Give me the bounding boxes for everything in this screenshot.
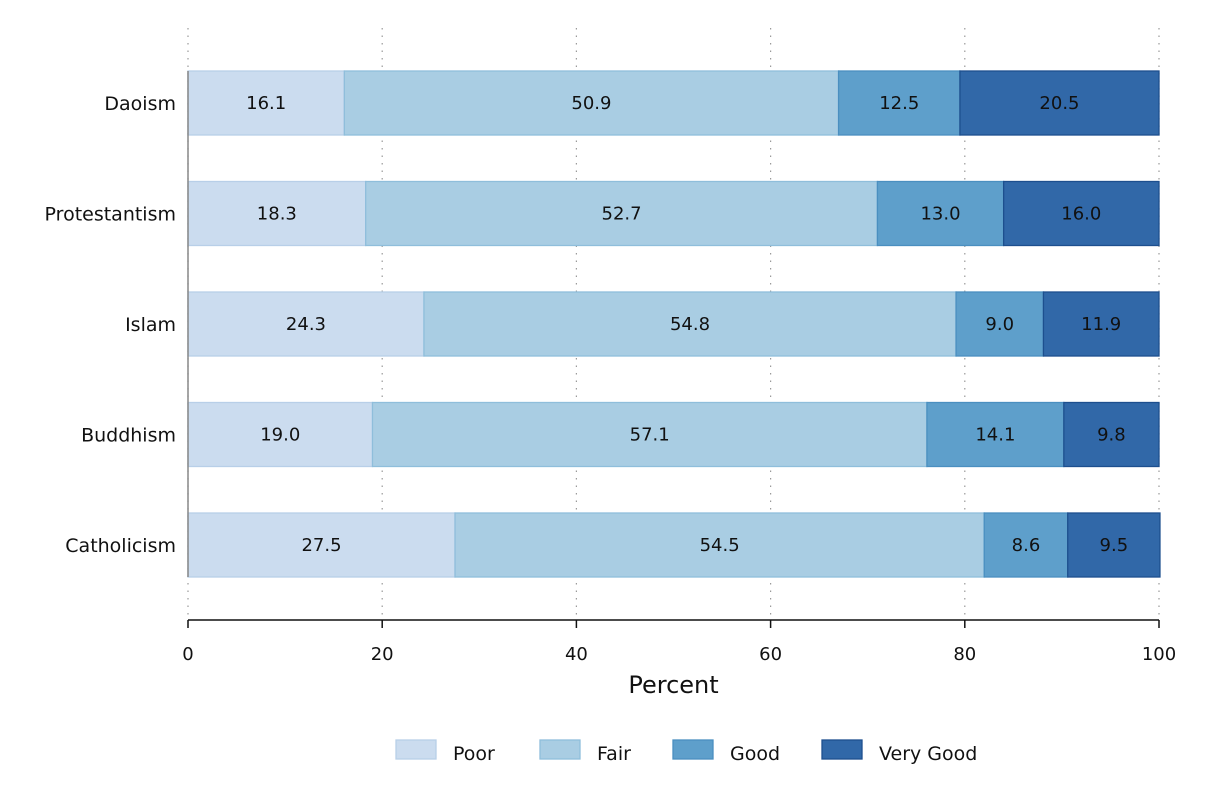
bar-protestantism-fair — [365, 180, 879, 247]
bar-buddhism-good — [926, 401, 1065, 468]
x-tick-label-80: 80 — [953, 644, 976, 665]
legend-label-very-good: Very Good — [879, 743, 977, 765]
bars: 16.1 50.9 12.5 20.5 18.3 52.7 13.0 16.0 24.3 54.8… — [187, 70, 1161, 578]
category-label-protestantism: Protestantism — [45, 204, 176, 226]
bar-protestantism-good — [876, 180, 1005, 247]
bar-islam-fair — [423, 291, 957, 357]
legend-item-good: Good — [672, 739, 780, 765]
data-label-daoism-very-good: 20.5 — [1039, 93, 1079, 114]
bar-row-islam: 24.3 54.8 9.0 11.9 — [187, 291, 1160, 357]
legend-swatch-poor — [395, 739, 437, 760]
legend-label-poor: Poor — [453, 743, 495, 765]
bar-row-protestantism: 18.3 52.7 13.0 16.0 — [187, 180, 1160, 247]
bar-buddhism-fair — [371, 401, 928, 468]
category-label-catholicism: Catholicism — [65, 535, 176, 557]
data-label-islam-good: 9.0 — [985, 314, 1014, 335]
bar-islam-poor — [187, 291, 425, 357]
legend-item-poor: Poor — [395, 739, 495, 765]
category-label-buddhism: Buddhism — [81, 425, 176, 447]
data-label-catholicism-fair: 54.5 — [700, 535, 740, 556]
category-label-islam: Islam — [125, 314, 176, 336]
x-axis-title: Percent — [628, 671, 718, 699]
data-label-protestantism-poor: 18.3 — [257, 204, 297, 225]
axes: Daoism Protestantism Islam Buddhism Catholic… — [45, 71, 1176, 665]
legend-label-fair: Fair — [597, 743, 631, 765]
bar-islam-good — [955, 291, 1045, 357]
data-label-daoism-fair: 50.9 — [571, 93, 611, 114]
legend-swatch-very-good — [821, 739, 863, 760]
data-label-buddhism-very-good: 9.8 — [1097, 425, 1126, 446]
x-tick-label-20: 20 — [371, 644, 394, 665]
data-label-daoism-poor: 16.1 — [246, 93, 286, 114]
legend: Poor Fair Good Very Good — [395, 739, 977, 765]
bar-protestantism-very-good — [1002, 180, 1160, 247]
data-label-buddhism-poor: 19.0 — [260, 425, 300, 446]
data-label-buddhism-fair: 57.1 — [630, 425, 670, 446]
data-label-protestantism-fair: 52.7 — [602, 204, 642, 225]
legend-swatch-good — [672, 739, 714, 760]
bar-islam-very-good — [1042, 291, 1160, 357]
bar-row-daoism: 16.1 50.9 12.5 20.5 — [187, 70, 1160, 136]
x-tick-label-0: 0 — [182, 644, 193, 665]
bar-daoism-good — [837, 70, 961, 136]
legend-swatch-fair — [539, 739, 581, 760]
data-label-islam-fair: 54.8 — [670, 314, 710, 335]
data-label-protestantism-very-good: 16.0 — [1061, 204, 1101, 225]
data-label-catholicism-poor: 27.5 — [301, 535, 341, 556]
bar-buddhism-poor — [187, 401, 374, 468]
bar-catholicism-very-good — [1067, 512, 1161, 578]
bar-row-buddhism: 19.0 57.1 14.1 9.8 — [187, 401, 1160, 468]
bar-daoism-fair — [343, 70, 840, 136]
data-label-islam-poor: 24.3 — [286, 314, 326, 335]
bar-daoism-very-good — [959, 70, 1160, 136]
data-label-daoism-good: 12.5 — [879, 93, 919, 114]
legend-item-very-good: Very Good — [821, 739, 977, 765]
x-tick-label-40: 40 — [565, 644, 588, 665]
data-label-catholicism-good: 8.6 — [1012, 535, 1041, 556]
data-label-buddhism-good: 14.1 — [975, 425, 1015, 446]
legend-item-fair: Fair — [539, 739, 631, 765]
bar-buddhism-very-good — [1063, 401, 1160, 468]
bar-row-catholicism: 27.5 54.5 8.6 9.5 — [187, 512, 1161, 578]
data-label-catholicism-very-good: 9.5 — [1100, 535, 1129, 556]
x-tick-label-100: 100 — [1142, 644, 1176, 665]
legend-label-good: Good — [730, 743, 780, 765]
data-label-protestantism-good: 13.0 — [920, 204, 960, 225]
category-label-daoism: Daoism — [104, 93, 176, 115]
bar-catholicism-fair — [454, 512, 985, 578]
data-label-islam-very-good: 11.9 — [1081, 314, 1121, 335]
x-tick-label-60: 60 — [759, 644, 782, 665]
